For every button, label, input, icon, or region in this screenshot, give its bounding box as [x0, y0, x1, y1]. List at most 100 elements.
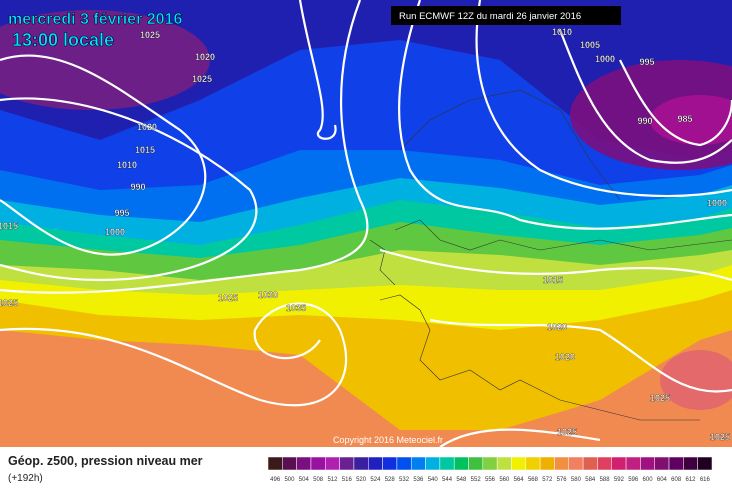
- colorbar-label: 528: [385, 477, 396, 483]
- isobar-label: 1025: [0, 298, 18, 308]
- footer-title: Géop. z500, pression niveau mer: [8, 454, 203, 468]
- colorbar-label: 572: [542, 477, 553, 483]
- colorbar-label: 516: [342, 477, 353, 483]
- colorbar-label: 580: [571, 477, 582, 483]
- colorbar-swatch: [425, 456, 441, 471]
- isobar-label: 1000: [105, 227, 125, 237]
- isobar: [379, 248, 732, 282]
- isobar: [439, 428, 601, 448]
- colorbar-label: 584: [585, 477, 596, 483]
- coastline: [369, 239, 396, 286]
- coastline: [399, 89, 621, 201]
- colorbar-swatch: [554, 456, 570, 471]
- isobar: [429, 318, 732, 393]
- isobar-label: 1030: [258, 290, 278, 300]
- isobar: [298, 0, 337, 140]
- colorbar-label: 608: [671, 477, 682, 483]
- colorbar-swatch: [267, 456, 283, 471]
- local-time: 13:00 locale: [12, 30, 114, 50]
- colorbar-swatch: [654, 456, 670, 471]
- colorbar-label: 512: [327, 477, 338, 483]
- colorbar-label: 596: [628, 477, 639, 483]
- isobar-label: 1020: [195, 52, 215, 62]
- isobar-label: 995: [639, 57, 654, 67]
- colorbar-swatch: [683, 456, 698, 471]
- colorbar-label: 576: [557, 477, 568, 483]
- colorbar-swatch: [325, 456, 340, 471]
- colorbar-swatch: [625, 456, 641, 471]
- colorbar-label: 504: [299, 477, 310, 483]
- isobar: [619, 59, 732, 147]
- isobar-label: 1015: [543, 275, 563, 285]
- colorbar-label: 540: [428, 477, 439, 483]
- colorbar-swatch: [382, 456, 398, 471]
- date: mercredi 3 février 2016: [8, 11, 182, 28]
- coastline: [379, 294, 700, 421]
- colorbar-swatch: [310, 456, 326, 471]
- colorbar-label: 612: [686, 477, 697, 483]
- isobar-label: 1010: [552, 27, 572, 37]
- colorbar-label: 524: [370, 477, 381, 483]
- isobar-label: 1025: [557, 427, 577, 437]
- colorbar-swatch: [511, 456, 527, 471]
- colorbar-label: 616: [700, 477, 711, 483]
- run-box: [391, 6, 621, 25]
- colorbar-label: 532: [399, 477, 410, 483]
- colorbar-swatch: [697, 456, 713, 471]
- isobar-label: 1000: [707, 198, 727, 208]
- isobar: [398, 0, 732, 230]
- colorbar-swatch: [339, 456, 355, 471]
- isobar-label: 1010: [117, 160, 137, 170]
- isobar-label: 1035: [286, 303, 306, 313]
- colorbar-swatch: [368, 456, 383, 471]
- isobar: [475, 0, 732, 198]
- isobar-label: 1015: [0, 221, 18, 231]
- colorbar-label: 500: [284, 477, 295, 483]
- coastline: [394, 219, 732, 251]
- isobar-label: 1025: [192, 74, 212, 84]
- colorbar-swatch: [611, 456, 627, 471]
- isobar-label: 985: [677, 114, 692, 124]
- isobar-label: 1020: [555, 352, 575, 362]
- colorbar-swatch: [597, 456, 612, 471]
- colorbar-label: 556: [485, 477, 496, 483]
- isobar-label: 1005: [580, 40, 600, 50]
- isobar-label: 990: [637, 116, 652, 126]
- colorbar-swatch: [468, 456, 484, 471]
- isobar: [0, 0, 369, 294]
- colorbar-label: 588: [600, 477, 611, 483]
- colorbar-label: 536: [413, 477, 424, 483]
- colorbar: 496 500 504 508 512 516 520 524 528 532 536 540 544 5…: [267, 456, 713, 483]
- isobar-label: 1025: [218, 293, 238, 303]
- low-area: [0, 10, 210, 110]
- isobar: [0, 302, 348, 407]
- high-area: [660, 350, 732, 410]
- colorbar-swatch: [525, 456, 541, 471]
- lead-time: (+192h): [8, 473, 43, 484]
- isobar: [558, 29, 732, 164]
- isobar: [0, 54, 207, 256]
- land-outlines: [369, 89, 732, 421]
- colorbar-label: 508: [313, 477, 324, 483]
- isobar-label: 1025: [140, 30, 160, 40]
- isobars: [0, 0, 732, 448]
- isobar-label: 990: [130, 182, 145, 192]
- colorbar-swatch: [439, 456, 455, 471]
- colorbar-swatch: [582, 456, 598, 471]
- colorbar-label: 564: [514, 477, 525, 483]
- isobar-label: 1015: [135, 145, 155, 155]
- colorbar-swatch: [668, 456, 684, 471]
- colorbar-swatch: [482, 456, 498, 471]
- isobar-labels: 1025 1020 1025 1020 1015 1010 990 995 1000 1015 10…: [0, 27, 730, 442]
- colorbar-swatch: [453, 456, 469, 471]
- isobar-label: 1020: [547, 322, 567, 332]
- isobar-label: 1025: [650, 393, 670, 403]
- isobar: [0, 97, 258, 282]
- colorbar-swatch: [568, 456, 584, 471]
- isobar-label: 1020: [137, 122, 157, 132]
- colorbar-label: 496: [270, 477, 281, 483]
- colorbar-swatch: [353, 456, 369, 471]
- colorbar-label: 568: [528, 477, 539, 483]
- colorbar-label: 592: [614, 477, 625, 483]
- colorbar-swatch: [539, 456, 555, 471]
